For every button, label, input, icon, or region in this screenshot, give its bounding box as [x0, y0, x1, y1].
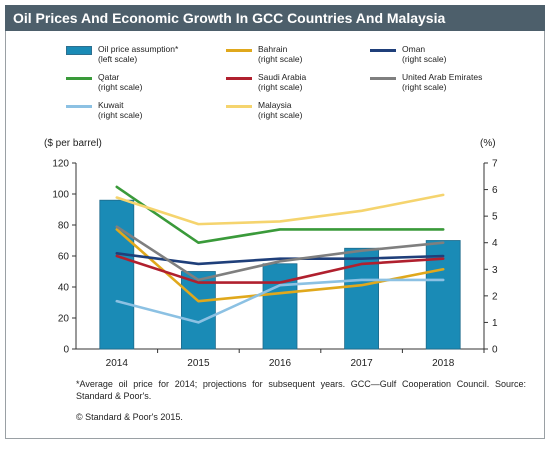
legend-sublabel: (right scale)	[402, 82, 447, 92]
legend-swatch	[226, 105, 252, 108]
legend-sublabel: (right scale)	[258, 54, 303, 64]
left-tick-label: 60	[58, 252, 70, 263]
legend: Oil price assumption* (left scale) Bahra…	[66, 44, 536, 126]
bar-oil-price	[180, 271, 216, 350]
bar-oil-price	[99, 199, 135, 350]
footnote: *Average oil price for 2014; projections…	[76, 379, 526, 401]
line-united-arab-emirates	[115, 225, 445, 282]
left-tick-label: 0	[63, 345, 69, 356]
chart-frame	[5, 31, 545, 439]
legend-swatch	[66, 105, 92, 108]
legend-label: Kuwait	[98, 100, 124, 110]
right-tick-label: 7	[492, 159, 498, 170]
legend-sublabel: (right scale)	[258, 82, 303, 92]
page-title: Oil Prices And Economic Growth In GCC Co…	[13, 10, 446, 26]
title-bar: Oil Prices And Economic Growth In GCC Co…	[5, 5, 545, 31]
legend-label: Malaysia	[258, 100, 292, 110]
legend-swatch	[226, 49, 252, 52]
left-tick-label: 40	[58, 283, 70, 294]
legend-label: Bahrain	[258, 44, 288, 54]
right-axis-title: (%)	[480, 138, 496, 149]
left-axis-title: ($ per barrel)	[44, 138, 102, 149]
right-tick-label: 0	[492, 345, 498, 356]
x-tick-label: 2016	[269, 358, 292, 369]
x-tick-label: 2015	[187, 358, 210, 369]
legend-label: Oil price assumption*	[98, 44, 179, 54]
legend-sublabel: (right scale)	[258, 110, 303, 120]
line-oman	[115, 252, 445, 266]
legend-label: Qatar	[98, 72, 120, 82]
legend-swatch	[370, 49, 396, 52]
x-tick-label: 2014	[106, 358, 129, 369]
left-tick-label: 20	[58, 314, 70, 325]
line-malaysia	[115, 193, 445, 226]
bar-oil-price	[262, 263, 298, 350]
line-saudi-arabia	[115, 254, 445, 284]
legend-swatch	[370, 77, 396, 80]
line-kuwait	[115, 278, 445, 324]
legend-swatch	[226, 77, 252, 80]
right-tick-label: 5	[492, 212, 498, 223]
left-tick-label: 100	[52, 190, 69, 201]
legend-sublabel: (left scale)	[98, 54, 138, 64]
legend-label: Oman	[402, 44, 426, 54]
right-tick-label: 2	[492, 291, 498, 302]
copyright: © Standard & Poor's 2015.	[76, 412, 183, 422]
legend-sublabel: (right scale)	[98, 82, 143, 92]
line-qatar	[115, 185, 445, 245]
left-tick-label: 120	[52, 159, 69, 170]
x-tick-label: 2018	[432, 358, 455, 369]
legend-label: Saudi Arabia	[258, 72, 307, 82]
legend-swatch	[66, 77, 92, 80]
right-tick-label: 1	[492, 318, 498, 329]
right-tick-label: 4	[492, 238, 498, 249]
legend-sublabel: (right scale)	[98, 110, 143, 120]
legend-sublabel: (right scale)	[402, 54, 447, 64]
left-tick-label: 80	[58, 221, 70, 232]
right-tick-label: 3	[492, 265, 498, 276]
right-tick-label: 6	[492, 185, 498, 196]
legend-label: United Arab Emirates	[402, 72, 483, 82]
legend-swatch	[66, 46, 92, 55]
x-tick-label: 2017	[350, 358, 373, 369]
